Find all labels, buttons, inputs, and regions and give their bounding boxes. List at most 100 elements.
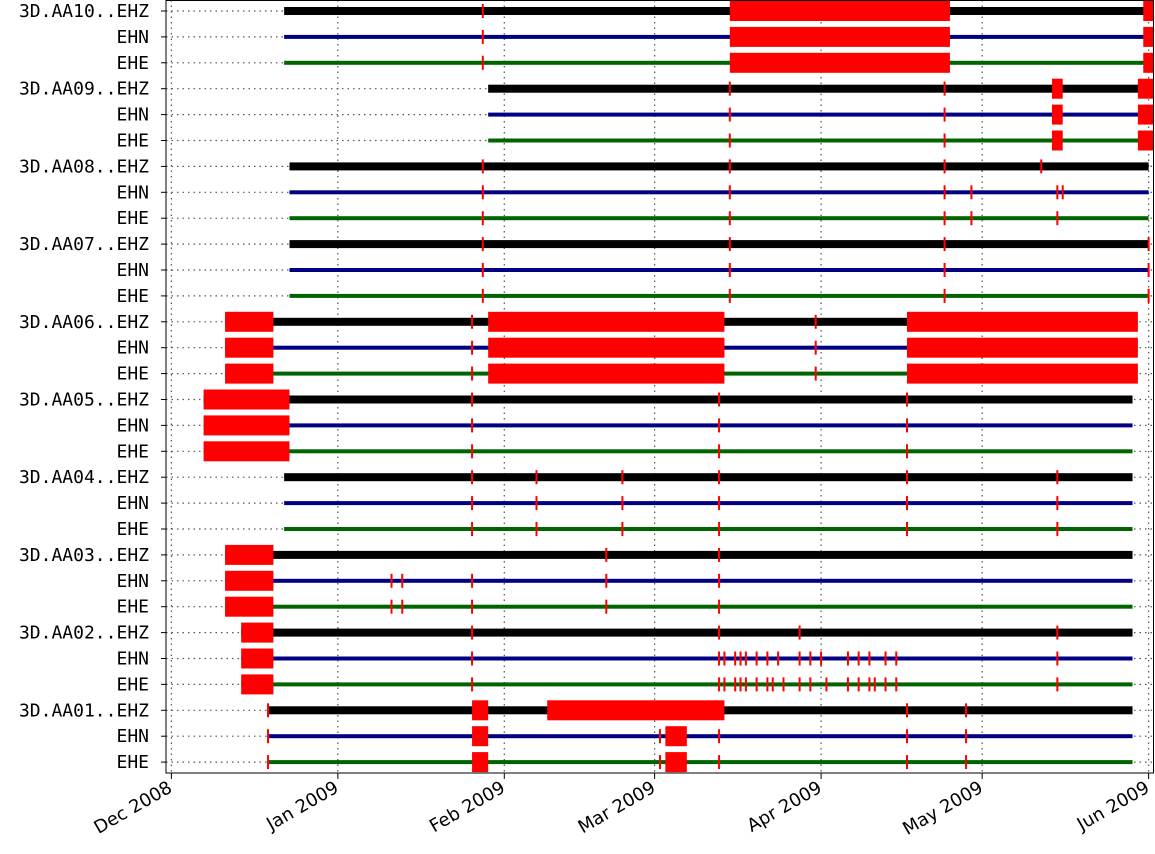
- gap-block: [1051, 78, 1063, 99]
- gap-marker: [471, 522, 474, 536]
- gap-marker: [471, 314, 474, 329]
- gap-marker: [884, 651, 887, 666]
- availability-bar-ehz: [289, 240, 1149, 249]
- availability-bar-ehn: [488, 112, 1149, 117]
- channel-label: 3D.AA01..EHZ: [19, 700, 149, 721]
- gap-marker: [943, 81, 946, 96]
- gap-marker: [605, 547, 608, 562]
- gap-marker: [970, 185, 973, 200]
- availability-bar-ehz: [241, 628, 1133, 637]
- gap-block: [203, 441, 290, 462]
- x-tick-label: Mar 2009: [575, 777, 660, 838]
- x-axis: Dec 2008 Jan 2009 Feb 2009 Mar 2009 Apr 2009…: [91, 773, 1153, 840]
- gap-marker: [481, 185, 484, 200]
- gap-marker: [1056, 185, 1059, 200]
- gap-marker: [734, 651, 737, 666]
- gap-marker: [1056, 470, 1059, 485]
- availability-bar-ehz: [289, 162, 1149, 171]
- gap-marker: [481, 237, 484, 252]
- gap-block: [488, 363, 725, 384]
- channel-label: EHE: [116, 286, 149, 307]
- availability-bar-ehn: [284, 34, 1149, 39]
- plot-frame: [165, 0, 1154, 774]
- gap-marker: [471, 340, 474, 355]
- gap-marker: [718, 677, 721, 692]
- gap-marker: [718, 522, 721, 536]
- channel-label: EHE: [116, 131, 149, 152]
- channel-label: EHN: [116, 726, 149, 747]
- gap-marker: [535, 496, 538, 511]
- channel-label: EHN: [116, 415, 149, 436]
- availability-bar-ehn: [289, 268, 1149, 272]
- gap-marker: [605, 599, 608, 614]
- gap-marker: [868, 677, 871, 692]
- gap-marker: [1056, 496, 1059, 511]
- channel-label: EHE: [116, 208, 149, 229]
- gap-marker: [723, 651, 726, 666]
- gap-marker: [777, 651, 780, 666]
- gap-marker: [471, 470, 474, 485]
- gap-block: [729, 52, 950, 73]
- gap-block: [488, 311, 725, 332]
- gap-block: [1137, 104, 1154, 125]
- gap-marker: [481, 263, 484, 277]
- gap-block: [1137, 78, 1154, 99]
- gap-marker: [718, 625, 721, 640]
- gap-marker: [535, 470, 538, 485]
- gap-marker: [906, 703, 908, 718]
- gap-marker: [728, 107, 731, 122]
- gap-block: [225, 570, 274, 591]
- channel-label: 3D.AA04..EHZ: [19, 467, 149, 488]
- gap-block: [1143, 52, 1154, 73]
- gap-marker: [744, 677, 747, 692]
- channel-label: EHN: [116, 571, 149, 592]
- gap-block: [203, 415, 290, 436]
- gap-marker: [718, 547, 721, 562]
- gap-marker: [965, 703, 968, 718]
- gap-marker: [718, 755, 721, 770]
- availability-bar-ehe: [284, 60, 1149, 65]
- gap-marker: [659, 729, 661, 744]
- gap-marker: [605, 573, 608, 588]
- gap-marker: [857, 651, 860, 666]
- gap-marker: [798, 677, 801, 692]
- gap-marker: [906, 755, 908, 770]
- gap-marker: [723, 677, 726, 692]
- x-tick-label: Feb 2009: [426, 777, 509, 837]
- gap-marker: [267, 703, 270, 718]
- gap-block: [1137, 130, 1154, 151]
- channel-label: EHE: [116, 519, 149, 540]
- gap-marker: [943, 107, 946, 122]
- channel-label: EHN: [116, 649, 149, 670]
- gap-marker: [1056, 677, 1059, 692]
- gap-marker: [1147, 288, 1150, 303]
- availability-bar-ehz: [225, 550, 1133, 559]
- availability-bar-ehe: [284, 527, 1133, 531]
- gap-marker: [471, 599, 474, 614]
- gap-marker: [718, 599, 721, 614]
- grid-layer: [166, 0, 1154, 773]
- gap-block: [488, 337, 725, 358]
- gap-marker: [906, 470, 908, 485]
- gap-marker: [471, 392, 474, 407]
- gap-marker: [782, 677, 785, 692]
- availability-bar-ehe: [203, 449, 1133, 454]
- gap-block: [225, 311, 274, 332]
- gap-block: [907, 363, 1138, 384]
- gap-block: [1051, 130, 1063, 151]
- gap-marker: [481, 29, 484, 44]
- gap-marker: [718, 729, 721, 744]
- gap-marker: [857, 677, 860, 692]
- gap-marker: [481, 211, 484, 226]
- gap-marker: [744, 651, 747, 666]
- gap-marker: [884, 677, 887, 692]
- gap-marker: [728, 159, 731, 174]
- gap-block: [241, 674, 274, 695]
- gap-block: [225, 544, 274, 565]
- gap-marker: [728, 81, 731, 96]
- availability-bar-ehn: [225, 578, 1133, 583]
- gap-marker: [814, 340, 817, 355]
- gap-marker: [906, 729, 908, 744]
- gap-marker: [1056, 651, 1059, 666]
- availability-bars: [203, 7, 1149, 765]
